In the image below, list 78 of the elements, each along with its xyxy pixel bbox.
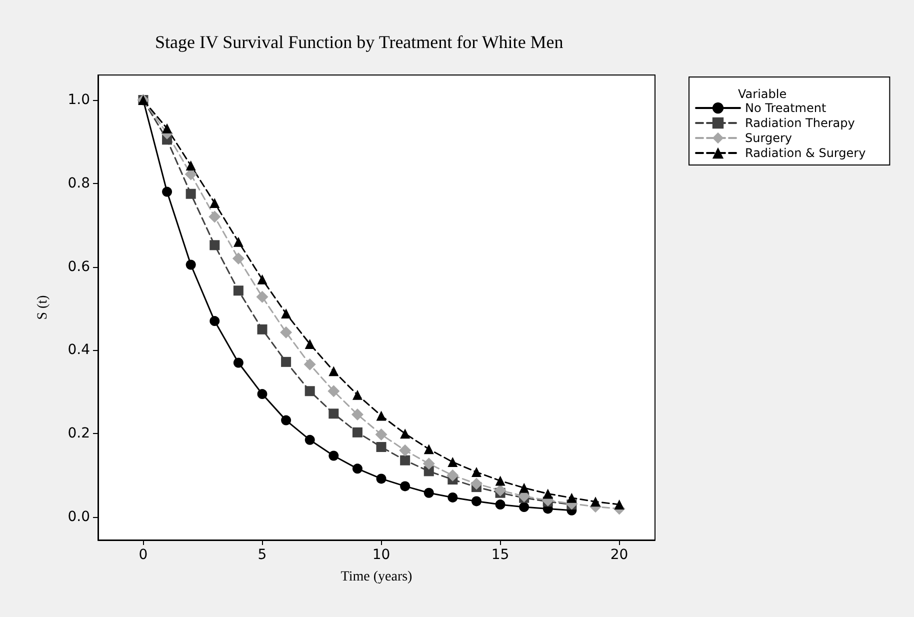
point bbox=[519, 482, 530, 493]
point bbox=[376, 410, 386, 421]
legend-title: Variable bbox=[738, 87, 787, 101]
point bbox=[233, 358, 244, 368]
point bbox=[233, 236, 244, 247]
point bbox=[422, 458, 435, 470]
y-tick-label: 0.2 bbox=[68, 426, 90, 442]
point bbox=[328, 385, 340, 398]
point bbox=[328, 366, 339, 376]
chart-title: Stage IV Survival Function by Treatment for White Men bbox=[155, 32, 564, 52]
point bbox=[446, 469, 459, 482]
point bbox=[186, 260, 196, 270]
point bbox=[257, 274, 268, 284]
point bbox=[281, 308, 292, 319]
point bbox=[448, 492, 458, 502]
x-tick-label: 0 bbox=[138, 547, 148, 563]
point bbox=[232, 252, 244, 264]
point bbox=[376, 442, 386, 452]
point bbox=[328, 450, 339, 461]
point bbox=[304, 358, 316, 370]
point bbox=[352, 464, 362, 474]
point bbox=[400, 481, 410, 492]
point bbox=[566, 492, 577, 503]
point bbox=[256, 290, 268, 303]
point bbox=[257, 389, 268, 400]
y-tick-label: 1.0 bbox=[68, 92, 90, 108]
point bbox=[257, 324, 268, 334]
point bbox=[280, 326, 292, 338]
point bbox=[400, 428, 410, 439]
point bbox=[281, 415, 292, 426]
point bbox=[210, 240, 220, 250]
point bbox=[399, 444, 412, 456]
point bbox=[471, 467, 482, 478]
y-tick-label: 0.4 bbox=[68, 342, 90, 358]
point bbox=[304, 434, 315, 445]
point bbox=[542, 488, 553, 499]
point bbox=[162, 186, 172, 197]
x-tick-label: 15 bbox=[491, 547, 510, 563]
x-axis-title: Time (years) bbox=[340, 570, 413, 584]
y-axis-title: S (t) bbox=[36, 294, 50, 320]
point bbox=[233, 286, 244, 296]
point bbox=[424, 444, 434, 454]
point bbox=[470, 478, 482, 490]
point bbox=[281, 356, 292, 367]
point bbox=[186, 160, 196, 170]
point bbox=[351, 408, 364, 420]
x-tick-label: 10 bbox=[372, 547, 390, 563]
point bbox=[210, 198, 220, 208]
point bbox=[352, 427, 362, 438]
point bbox=[448, 457, 458, 468]
point bbox=[471, 496, 482, 506]
point bbox=[376, 474, 386, 484]
point bbox=[424, 488, 434, 498]
x-tick-label: 20 bbox=[610, 547, 628, 563]
y-tick-label: 0.0 bbox=[68, 509, 90, 526]
point bbox=[494, 484, 506, 496]
point bbox=[328, 408, 339, 419]
point bbox=[304, 386, 315, 396]
point bbox=[210, 316, 220, 326]
point bbox=[614, 500, 624, 510]
legend-label: Surgery bbox=[745, 131, 792, 145]
point bbox=[519, 502, 530, 512]
legend-label: No Treatment bbox=[745, 101, 826, 115]
point bbox=[495, 500, 506, 510]
point bbox=[495, 476, 506, 486]
point bbox=[400, 455, 410, 466]
point bbox=[208, 210, 221, 223]
point bbox=[590, 496, 600, 507]
y-tick-label: 0.6 bbox=[68, 258, 90, 275]
x-tick-label: 5 bbox=[258, 547, 267, 563]
legend-label: Radiation & Surgery bbox=[745, 146, 866, 160]
point bbox=[352, 390, 362, 400]
y-tick-label: 0.8 bbox=[68, 175, 90, 192]
point bbox=[375, 428, 388, 440]
legend-label: Radiation Therapy bbox=[745, 116, 855, 130]
point bbox=[304, 338, 315, 349]
point bbox=[186, 188, 196, 199]
point bbox=[162, 123, 172, 134]
